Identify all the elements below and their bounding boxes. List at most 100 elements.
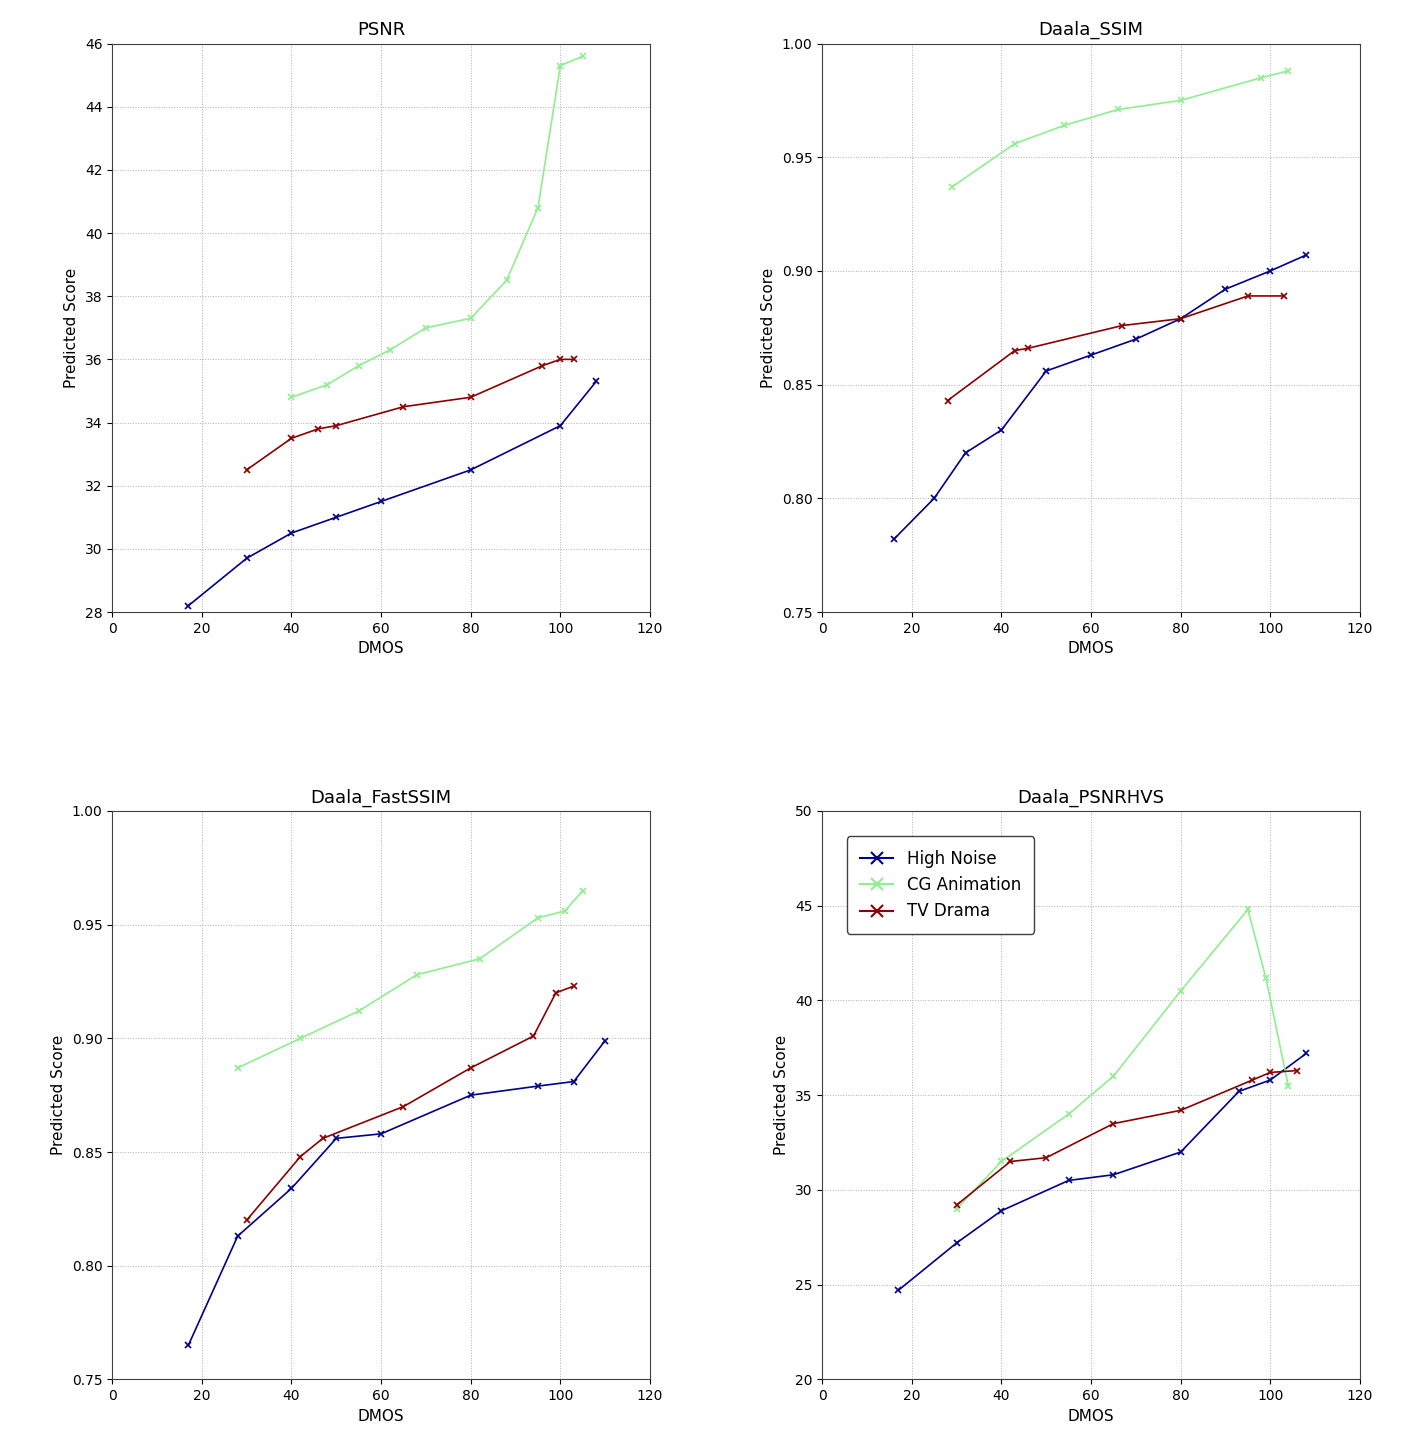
TV Drama — [1105, 1115, 1122, 1133]
TV Drama — [1037, 1149, 1054, 1166]
TV Drama — [565, 350, 582, 367]
High Noise — [1262, 263, 1279, 280]
CG Animation — [463, 309, 479, 327]
Line: TV Drama: TV Drama — [953, 1067, 1301, 1208]
High Noise — [373, 1125, 390, 1143]
Title: PSNR: PSNR — [358, 22, 405, 39]
CG Animation — [230, 1059, 247, 1076]
High Noise — [530, 1077, 547, 1095]
Y-axis label: Predicted Score: Predicted Score — [761, 267, 777, 388]
TV Drama — [310, 420, 327, 437]
TV Drama — [939, 392, 956, 409]
High Noise — [1262, 1072, 1279, 1089]
TV Drama — [314, 1130, 331, 1147]
High Noise — [1231, 1083, 1248, 1101]
CG Animation — [1105, 1067, 1122, 1085]
CG Animation — [1056, 116, 1073, 134]
CG Animation — [498, 272, 515, 289]
CG Animation — [1172, 982, 1189, 999]
Y-axis label: Predicted Score: Predicted Score — [50, 1035, 66, 1156]
TV Drama — [395, 1098, 412, 1115]
CG Animation — [318, 376, 335, 393]
TV Drama — [1172, 1102, 1189, 1119]
Title: Daala_SSIM: Daala_SSIM — [1039, 22, 1144, 39]
High Noise — [948, 1234, 965, 1252]
CG Animation — [1253, 68, 1270, 86]
TV Drama — [1172, 309, 1189, 327]
High Noise — [1298, 247, 1315, 264]
TV Drama — [283, 430, 300, 447]
Title: Daala_PSNRHVS: Daala_PSNRHVS — [1018, 788, 1165, 807]
High Noise — [1037, 362, 1054, 379]
High Noise — [597, 1032, 614, 1050]
TV Drama — [1007, 341, 1023, 359]
High Noise — [993, 421, 1009, 439]
High Noise — [373, 492, 390, 510]
Line: TV Drama: TV Drama — [944, 292, 1287, 404]
High Noise — [1082, 347, 1099, 364]
Line: High Noise: High Noise — [894, 1050, 1309, 1294]
High Noise — [587, 373, 604, 391]
High Noise — [463, 462, 479, 479]
CG Animation — [557, 902, 573, 919]
Line: High Noise: High Noise — [185, 378, 600, 610]
TV Drama — [547, 984, 564, 1002]
CG Animation — [1172, 91, 1189, 109]
CG Animation — [530, 199, 547, 216]
High Noise — [1172, 309, 1189, 327]
CG Animation — [1109, 100, 1126, 118]
Line: High Noise: High Noise — [890, 251, 1309, 543]
High Noise — [179, 1337, 196, 1355]
TV Drama — [463, 1059, 479, 1076]
High Noise — [1217, 280, 1234, 298]
CG Animation — [471, 950, 488, 967]
High Noise — [1060, 1172, 1077, 1189]
High Noise — [328, 508, 345, 526]
TV Drama — [463, 389, 479, 407]
TV Drama — [1115, 317, 1131, 334]
High Noise — [283, 1179, 300, 1196]
Title: Daala_FastSSIM: Daala_FastSSIM — [310, 788, 451, 807]
High Noise — [179, 597, 196, 614]
Line: CG Animation: CG Animation — [949, 67, 1291, 190]
Y-axis label: Predicted Score: Predicted Score — [64, 267, 80, 388]
Line: TV Drama: TV Drama — [243, 356, 578, 473]
CG Animation — [944, 179, 960, 196]
High Noise — [925, 489, 942, 507]
High Noise — [552, 417, 569, 434]
TV Drama — [328, 417, 345, 434]
CG Animation — [1239, 900, 1256, 918]
CG Animation — [530, 909, 547, 926]
CG Animation — [381, 341, 398, 359]
Line: CG Animation: CG Animation — [234, 887, 586, 1072]
TV Drama — [395, 398, 412, 415]
TV Drama — [552, 350, 569, 367]
Legend: High Noise, CG Animation, TV Drama: High Noise, CG Animation, TV Drama — [847, 836, 1035, 934]
X-axis label: DMOS: DMOS — [358, 1408, 404, 1423]
High Noise — [1105, 1166, 1122, 1183]
TV Drama — [534, 357, 551, 375]
TV Drama — [1288, 1061, 1305, 1079]
TV Drama — [565, 977, 582, 995]
High Noise — [886, 530, 903, 547]
TV Drama — [1262, 1064, 1279, 1082]
High Noise — [1298, 1045, 1315, 1063]
CG Animation — [1280, 1077, 1297, 1095]
CG Animation — [292, 1029, 308, 1047]
CG Animation — [948, 1201, 965, 1218]
TV Drama — [1019, 340, 1036, 357]
CG Animation — [1007, 135, 1023, 152]
CG Animation — [993, 1153, 1009, 1170]
X-axis label: DMOS: DMOS — [358, 642, 404, 656]
TV Drama — [238, 462, 255, 479]
CG Animation — [283, 389, 300, 407]
CG Animation — [1280, 62, 1297, 80]
High Noise — [230, 1227, 247, 1244]
CG Animation — [350, 357, 367, 375]
Y-axis label: Predicted Score: Predicted Score — [774, 1035, 789, 1156]
TV Drama — [526, 1028, 543, 1045]
X-axis label: DMOS: DMOS — [1068, 642, 1115, 656]
Line: High Noise: High Noise — [185, 1037, 608, 1349]
CG Animation — [575, 48, 592, 65]
High Noise — [283, 524, 300, 542]
